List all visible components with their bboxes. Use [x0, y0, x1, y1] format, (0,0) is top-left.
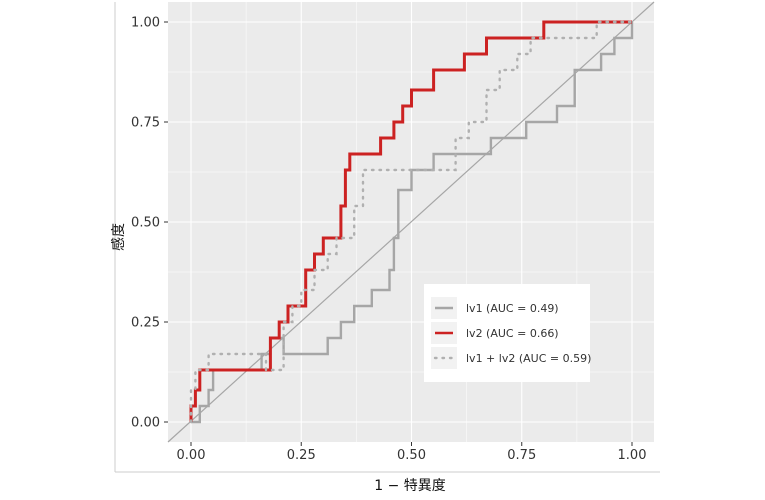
series-line-1 [191, 22, 634, 424]
y-tick-label: 0.50 [131, 216, 160, 231]
y-tick-label: 1.00 [131, 16, 160, 31]
y-axis-ticks: 0.00 0.25 0.50 0.75 1.00 [131, 16, 168, 431]
x-axis-title: 1 − 特異度 [374, 478, 446, 494]
y-tick-label: 0.75 [131, 116, 160, 131]
x-tick-label: 1.00 [618, 448, 647, 463]
legend: lv1 (AUC = 0.49) lv2 (AUC = 0.66) lv1 + lv… [424, 284, 591, 382]
y-tick-label: 0.25 [131, 316, 160, 331]
x-tick-label: 0.00 [177, 448, 206, 463]
x-tick-label: 0.75 [507, 448, 536, 463]
x-tick-label: 0.50 [397, 448, 426, 463]
y-axis-title: 感度 [110, 223, 127, 251]
x-axis-ticks: 0.00 0.25 0.50 0.75 1.00 [177, 442, 647, 463]
x-tick-label: 0.25 [287, 448, 316, 463]
y-tick-label: 0.00 [131, 416, 160, 431]
legend-label: lv1 + lv2 (AUC = 0.59) [466, 352, 591, 365]
series-line-2 [189, 20, 632, 422]
legend-label: lv2 (AUC = 0.66) [466, 327, 559, 340]
series-layer [167, 1, 655, 443]
legend-label: lv1 (AUC = 0.49) [466, 302, 559, 315]
